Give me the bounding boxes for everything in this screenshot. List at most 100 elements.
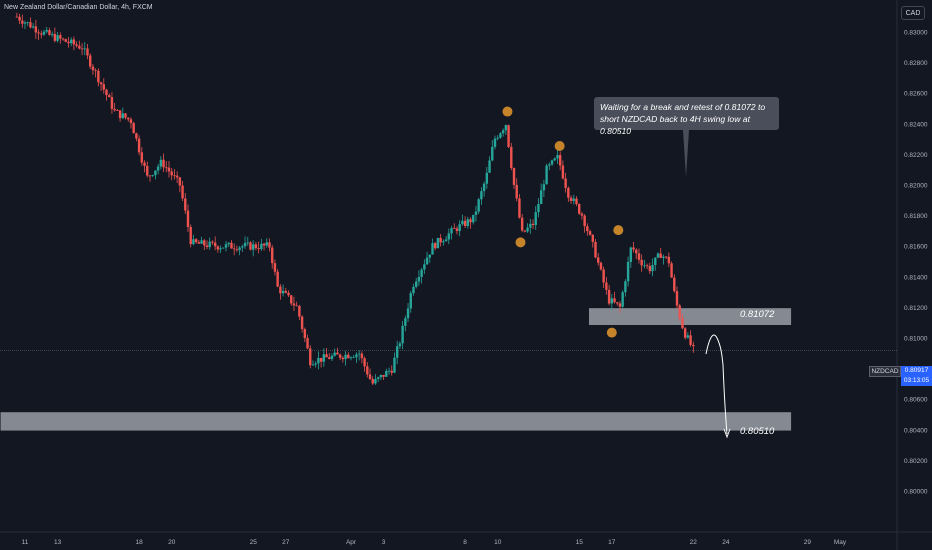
candle-body <box>496 137 499 139</box>
candle-body <box>493 138 497 147</box>
swing-high-3-marker <box>613 225 624 236</box>
candle-body <box>444 239 448 242</box>
candle-body <box>29 22 32 28</box>
retest-zone[interactable] <box>588 308 792 325</box>
candle-body <box>395 346 399 358</box>
candle-body <box>265 242 268 246</box>
candle-body <box>491 146 494 161</box>
candle-body <box>243 242 247 247</box>
candle-body <box>450 228 453 234</box>
x-tick-label: 18 <box>135 539 143 546</box>
candle-body <box>518 198 521 218</box>
candle-body <box>181 185 184 199</box>
target-zone[interactable] <box>0 412 792 431</box>
candle-body <box>241 246 244 248</box>
candle-body <box>99 82 103 85</box>
symbol-badge: NZDCAD <box>869 366 901 377</box>
candle-body <box>602 269 605 283</box>
candle-body <box>482 183 486 192</box>
candle-body <box>197 242 201 244</box>
candle-body <box>238 247 241 251</box>
candle-body <box>357 353 361 355</box>
candle-body <box>607 289 611 304</box>
candle-body <box>439 237 442 243</box>
candle-body <box>338 354 342 358</box>
candle-body <box>42 31 46 35</box>
y-tick-label: 0.81200 <box>904 305 928 312</box>
analysis-callout[interactable]: Waiting for a break and retest of 0.8107… <box>594 97 779 136</box>
candle-body <box>26 22 29 23</box>
candle-body <box>257 248 260 250</box>
candle-body <box>374 378 377 384</box>
candle-body <box>463 220 467 226</box>
candle-body <box>667 256 671 264</box>
candle-body <box>675 291 679 306</box>
candle-body <box>629 247 633 262</box>
projection-arrow <box>705 334 728 435</box>
candle-body <box>129 119 133 124</box>
candle-body <box>205 245 209 248</box>
x-tick-label: 13 <box>54 539 62 546</box>
candle-body <box>21 20 24 24</box>
candle-body <box>442 241 445 243</box>
candle-body <box>586 226 589 232</box>
y-tick-label: 0.82400 <box>904 121 928 128</box>
swing-low-2-marker <box>606 327 617 338</box>
candle-body <box>512 168 516 185</box>
candle-body <box>50 33 54 35</box>
candle-body <box>347 354 350 359</box>
candle-body <box>692 344 695 347</box>
candle-body <box>306 338 309 349</box>
candle-body <box>583 215 586 227</box>
candle-body <box>175 175 179 178</box>
currency-badge[interactable]: CAD <box>901 6 925 20</box>
candle-body <box>292 303 296 306</box>
candle-body <box>118 110 122 119</box>
candle-body <box>18 16 21 21</box>
candle-body <box>59 35 62 39</box>
candle-body <box>352 357 355 359</box>
candle-body <box>640 259 643 266</box>
y-tick-label: 0.80000 <box>904 489 928 496</box>
candle-body <box>580 213 584 216</box>
candle-body <box>477 199 480 212</box>
candle-body <box>686 335 690 338</box>
candle-body <box>56 35 59 41</box>
candle-body <box>613 298 616 303</box>
candle-body <box>135 133 138 139</box>
candle-body <box>417 276 421 282</box>
candle-body <box>466 219 470 226</box>
candle-body <box>409 293 412 309</box>
candle-body <box>341 357 345 360</box>
candle-body <box>453 228 456 229</box>
candle-body <box>105 89 108 96</box>
candle-body <box>124 113 127 118</box>
candle-body <box>67 41 70 44</box>
x-tick-label: May <box>834 539 847 546</box>
candle-body <box>75 44 78 46</box>
candle-body <box>140 152 144 163</box>
candle-body <box>268 242 271 248</box>
candle-body <box>284 290 287 293</box>
candle-body <box>523 230 527 232</box>
x-tick-label: Apr <box>346 539 357 546</box>
y-tick-label: 0.81400 <box>904 274 928 281</box>
candle-body <box>366 366 369 375</box>
candle-body <box>165 167 168 169</box>
candle-body <box>382 374 385 377</box>
candle-body <box>137 138 141 153</box>
candle-body <box>561 165 565 179</box>
candle-body <box>515 184 518 199</box>
candle-body <box>15 16 19 18</box>
candle-body <box>48 30 51 35</box>
projection-arrowhead <box>723 428 731 439</box>
candle-body <box>648 266 652 272</box>
candle-body <box>23 22 27 24</box>
candle-body <box>499 133 502 138</box>
candle-body <box>371 379 374 384</box>
candle-body <box>564 178 567 188</box>
candle-body <box>91 66 95 71</box>
candle-body <box>542 184 546 191</box>
